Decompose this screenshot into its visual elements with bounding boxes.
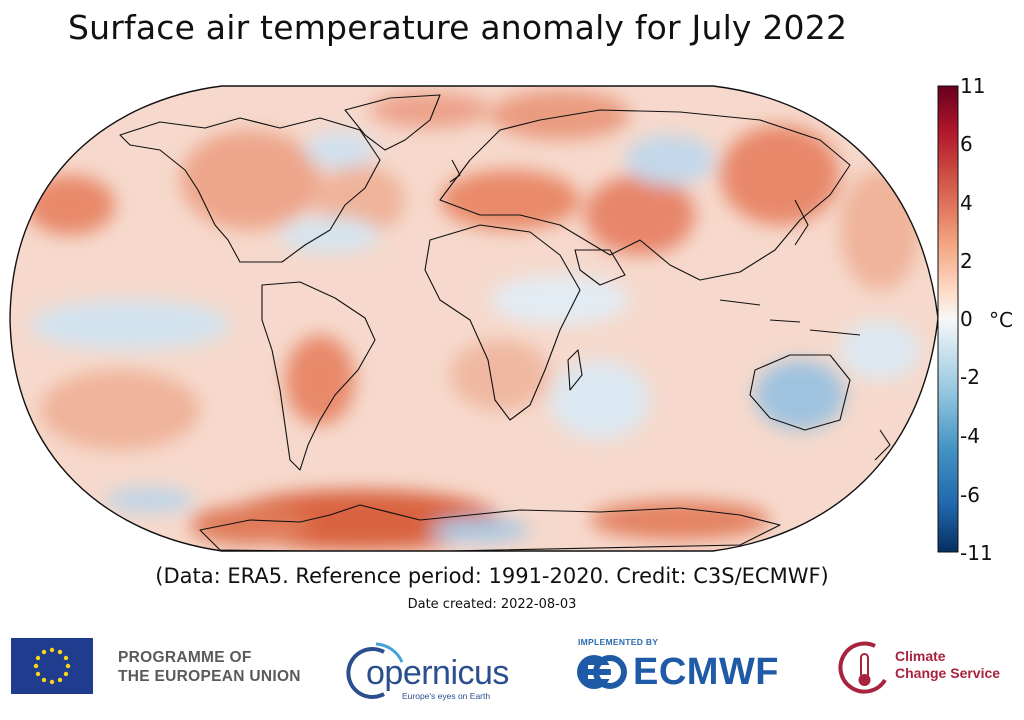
colorbar-tick: 0 (960, 307, 973, 331)
climate-change-service-logo-icon (838, 641, 887, 694)
copernicus-tagline: Europe's eyes on Earth (402, 691, 491, 701)
colorbar-tick: -11 (960, 541, 993, 565)
data-credit: (Data: ERA5. Reference period: 1991-2020… (155, 564, 829, 588)
globe-outline (9, 85, 939, 552)
copernicus-wordmark: opernicus (366, 654, 509, 692)
date-created: Date created: 2022-08-03 (407, 597, 577, 612)
colorbar-tick: 6 (960, 132, 973, 156)
colorbar-tick: -2 (960, 365, 980, 389)
colorbar-tick: 11 (960, 74, 986, 98)
copernicus-logo-icon (346, 642, 404, 699)
anomaly-field (10, 86, 938, 551)
footer-logos: PROGRAMME OF THE EUROPEAN UNION opernicu… (0, 630, 1024, 720)
colorbar-tick: 4 (960, 191, 973, 215)
coastlines (119, 94, 891, 551)
eu-programme-text: PROGRAMME OF THE EUROPEAN UNION (118, 649, 301, 685)
anomaly-map (9, 85, 959, 553)
climate-change-service-text: Climate Change Service (895, 648, 1001, 681)
colorbar-tick: 2 (960, 249, 973, 273)
ecmwf-mark-icon (577, 655, 627, 689)
colorbar (937, 85, 959, 553)
implemented-by-label: IMPLEMENTED BY (578, 637, 659, 647)
colorbar-tick: -6 (960, 483, 980, 507)
eu-flag-icon (11, 638, 93, 694)
ecmwf-wordmark: ECMWF (633, 651, 780, 693)
colorbar-tick: -4 (960, 424, 980, 448)
colorbar-unit: °C (989, 308, 1013, 332)
map-title: Surface air temperature anomaly for July… (68, 8, 848, 47)
